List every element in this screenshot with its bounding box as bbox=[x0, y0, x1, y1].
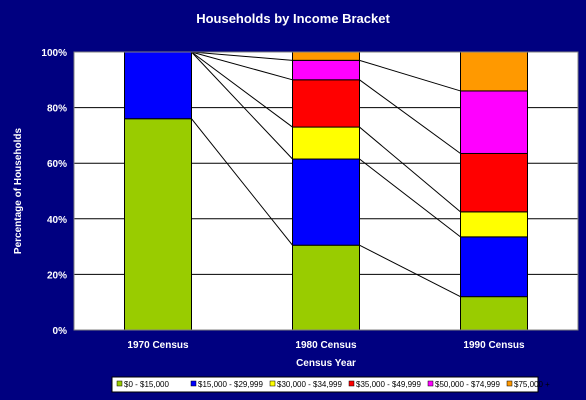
x-tick-label: 1970 Census bbox=[127, 340, 189, 351]
series-lines bbox=[191, 51, 461, 298]
legend-label: $75,000 + bbox=[514, 380, 550, 389]
legend-label: $0 - $15,000 bbox=[124, 380, 169, 389]
chart-title: Households by Income Bracket bbox=[196, 11, 390, 26]
plot-border bbox=[73, 51, 579, 331]
series-line bbox=[359, 59, 461, 92]
legend-swatch bbox=[190, 380, 197, 387]
y-tick-label: 60% bbox=[47, 159, 67, 170]
legend-label: $30,000 - $34,999 bbox=[277, 380, 342, 389]
bar-segment bbox=[292, 51, 360, 61]
legend-swatch bbox=[427, 380, 434, 387]
bar-segment bbox=[292, 59, 360, 81]
series-line bbox=[359, 126, 461, 213]
y-tick-labels: 0% 20% 40% 60% 80% 100% bbox=[41, 48, 67, 337]
legend-swatch bbox=[506, 380, 513, 387]
legend-swatch bbox=[116, 380, 123, 387]
bar-segment bbox=[124, 118, 192, 331]
bar-segment bbox=[460, 296, 528, 331]
legend-swatch bbox=[348, 380, 355, 387]
x-axis-label: Census Year bbox=[296, 358, 356, 369]
bars bbox=[124, 51, 528, 331]
y-tick-label: 0% bbox=[53, 326, 68, 337]
series-line bbox=[359, 158, 461, 238]
y-tick-label: 100% bbox=[41, 48, 67, 59]
legend-label: $50,000 - $74,999 bbox=[435, 380, 500, 389]
series-line bbox=[191, 51, 293, 128]
bar-segment bbox=[460, 211, 528, 238]
bar-segment bbox=[460, 90, 528, 154]
legend-swatch bbox=[269, 380, 276, 387]
bar-segment bbox=[292, 126, 360, 160]
legend-label: $35,000 - $49,999 bbox=[356, 380, 421, 389]
bar-segment bbox=[460, 236, 528, 298]
y-axis-label: Percentage of Households bbox=[13, 127, 24, 254]
legend-label: $15,000 - $29,999 bbox=[198, 380, 263, 389]
bar-segment bbox=[292, 158, 360, 246]
legend: $0 - $15,000 $15,000 - $29,999 $30,000 - $… bbox=[111, 376, 550, 393]
bar-segment bbox=[292, 79, 360, 128]
x-tick-label: 1990 Census bbox=[463, 340, 525, 351]
bar-segment bbox=[460, 51, 528, 92]
y-tick-label: 80% bbox=[47, 104, 67, 115]
series-line bbox=[191, 118, 293, 246]
series-line bbox=[191, 51, 293, 160]
series-line bbox=[359, 244, 461, 298]
y-tick-label: 40% bbox=[47, 215, 67, 226]
series-line bbox=[191, 51, 293, 61]
x-tick-labels: 1970 Census 1980 Census 1990 Census bbox=[127, 340, 525, 351]
bar-segment bbox=[292, 244, 360, 331]
series-line bbox=[191, 51, 293, 81]
bar-segment bbox=[124, 51, 192, 120]
series-line bbox=[359, 79, 461, 154]
x-tick-label: 1980 Census bbox=[295, 340, 357, 351]
y-tick-label: 20% bbox=[47, 270, 67, 281]
bar-segment bbox=[460, 152, 528, 213]
